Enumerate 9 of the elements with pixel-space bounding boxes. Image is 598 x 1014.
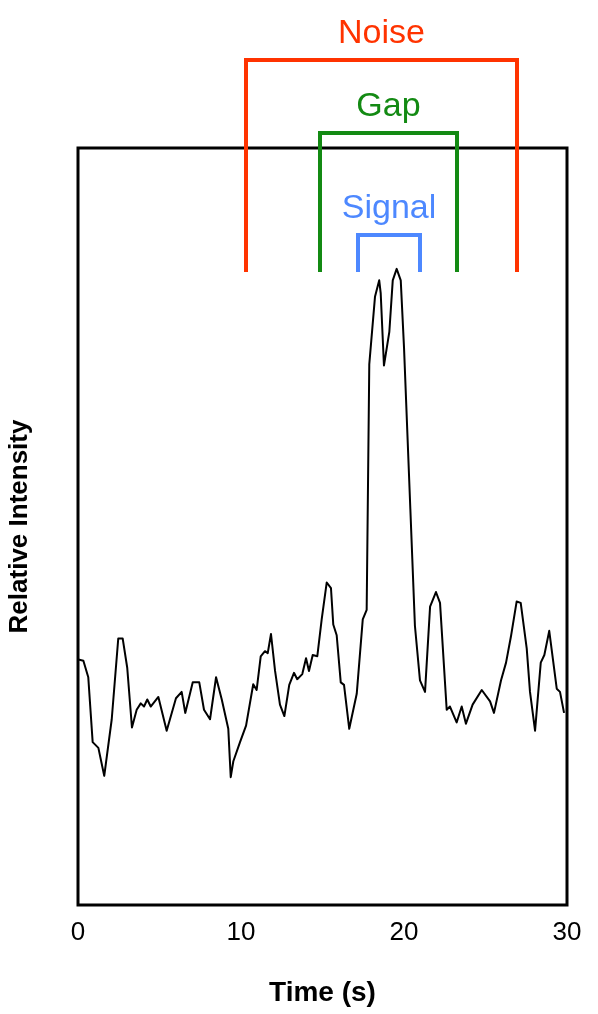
text: Gap bbox=[356, 85, 421, 123]
y-axis-title: Relative Intensity bbox=[2, 419, 33, 634]
x-axis-title: Time (s) bbox=[269, 975, 376, 1007]
text: Noise bbox=[338, 12, 425, 50]
text: Signal bbox=[341, 187, 437, 225]
x-tick-label: 10 bbox=[226, 915, 256, 946]
x-tick-label: 30 bbox=[552, 915, 582, 946]
x-tick-label: 20 bbox=[389, 915, 419, 946]
x-tick-label: 0 bbox=[70, 915, 86, 946]
